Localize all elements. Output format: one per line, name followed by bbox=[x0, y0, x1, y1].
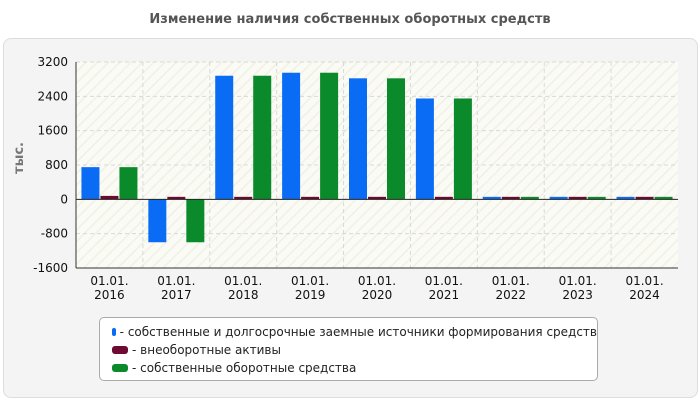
bar-series-1 bbox=[349, 78, 367, 200]
bar-series-1 bbox=[282, 72, 301, 200]
bar-series-3 bbox=[453, 98, 472, 200]
bar-series-3 bbox=[320, 72, 339, 200]
y-tick-label: -800 bbox=[41, 227, 68, 241]
bar-series-1 bbox=[616, 196, 635, 200]
y-tick-label: 800 bbox=[45, 158, 68, 172]
y-tick-label: -1600 bbox=[33, 261, 68, 275]
bar-series-2 bbox=[434, 196, 453, 200]
bar-series-3 bbox=[654, 196, 673, 200]
x-tick-label: 01.01. 2017 bbox=[157, 274, 195, 302]
bar-series-1 bbox=[415, 98, 434, 200]
bar-series-3 bbox=[520, 196, 539, 200]
bar-series-3 bbox=[186, 199, 205, 243]
legend-label: - внеоборотные активы bbox=[132, 343, 281, 357]
bar-series-1 bbox=[549, 196, 568, 200]
bar-series-2 bbox=[635, 196, 654, 200]
legend-swatch bbox=[112, 346, 128, 354]
x-tick-label: 01.01. 2023 bbox=[559, 274, 597, 302]
x-tick-label: 01.01. 2021 bbox=[425, 274, 463, 302]
x-tick-label: 01.01. 2024 bbox=[625, 274, 663, 302]
x-tick-label: 01.01. 2019 bbox=[291, 274, 329, 302]
bar-series-2 bbox=[167, 196, 186, 200]
bar-series-2 bbox=[301, 196, 320, 200]
bar-series-1 bbox=[81, 167, 100, 200]
x-tick-label: 01.01. 2020 bbox=[358, 274, 396, 302]
bar-series-2 bbox=[234, 196, 253, 200]
bar-series-2 bbox=[501, 196, 520, 200]
bars bbox=[81, 72, 673, 243]
x-tick-label: 01.01. 2018 bbox=[224, 274, 262, 302]
bar-series-1 bbox=[148, 199, 167, 243]
legend: - собственные и долгосрочные заемные ист… bbox=[99, 317, 598, 381]
x-tick-label: 01.01. 2016 bbox=[90, 274, 128, 302]
legend-item: - собственные оборотные средства bbox=[112, 359, 597, 377]
y-tick-label: 2400 bbox=[37, 89, 68, 103]
legend-swatch bbox=[112, 328, 116, 336]
y-tick-label: 1600 bbox=[37, 124, 68, 138]
bar-series-1 bbox=[215, 75, 234, 200]
bar-series-2 bbox=[568, 196, 587, 200]
bar-series-1 bbox=[482, 196, 501, 200]
legend-label: - собственные и долгосрочные заемные ист… bbox=[119, 325, 597, 339]
legend-label: - собственные оборотные средства bbox=[132, 361, 357, 375]
y-tick-label: 3200 bbox=[37, 55, 68, 69]
axes: 3200 2400 1600 800 0 -800 -1600 01.01. 2016 01.01… bbox=[33, 55, 678, 302]
bar-series-3 bbox=[387, 78, 405, 200]
legend-item: - внеоборотные активы bbox=[112, 341, 597, 359]
legend-swatch bbox=[112, 364, 128, 372]
chart-title: Изменение наличия собственных оборотных … bbox=[149, 12, 551, 27]
x-tick-label: 01.01. 2022 bbox=[492, 274, 530, 302]
y-tick-label: 0 bbox=[60, 192, 68, 206]
bar-series-2 bbox=[100, 195, 119, 200]
bar-series-3 bbox=[119, 167, 138, 200]
bar-series-2 bbox=[368, 196, 386, 200]
bar-series-3 bbox=[587, 196, 606, 200]
y-axis-label: тыс. bbox=[12, 142, 27, 174]
legend-item: - собственные и долгосрочные заемные ист… bbox=[112, 323, 597, 341]
bar-series-3 bbox=[253, 75, 272, 200]
